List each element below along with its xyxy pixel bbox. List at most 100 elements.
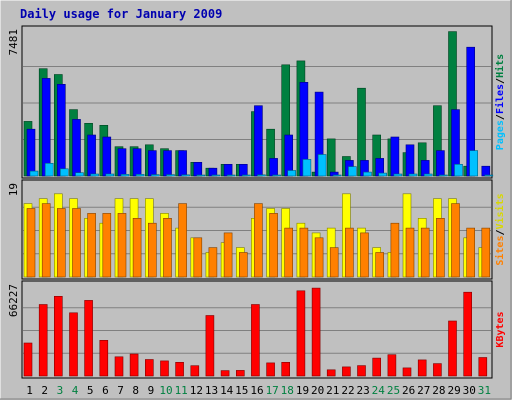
bar-sites-day-20 <box>314 237 324 278</box>
bar-pages-day-4 <box>75 172 84 177</box>
bar-pages-day-28 <box>439 174 448 177</box>
bar-pages-day-27 <box>423 173 433 177</box>
bar-pages-day-1 <box>29 170 39 177</box>
bar-pages-day-13 <box>211 174 221 177</box>
day-label: 16 <box>250 384 263 397</box>
bar-sites-day-2 <box>41 203 51 278</box>
bar-kbytes-day-27 <box>417 359 427 377</box>
bar-kbytes-day-28 <box>433 363 442 377</box>
bar-files-day-27 <box>420 160 430 177</box>
bar-pages-day-12 <box>196 174 206 177</box>
day-label: 2 <box>41 384 48 397</box>
bar-sites-day-13 <box>208 247 218 278</box>
bar-sites-day-11 <box>178 203 187 278</box>
bar-pages-day-29 <box>454 164 463 177</box>
bar-sites-day-24 <box>375 252 385 278</box>
day-label: 19 <box>296 384 309 397</box>
bar-files-day-14 <box>223 164 233 177</box>
bar-sites-day-12 <box>193 237 203 278</box>
bar-sites-day-10 <box>163 218 172 278</box>
bar-files-day-28 <box>436 150 445 177</box>
bar-kbytes-day-24 <box>372 357 382 377</box>
bar-files-day-8 <box>132 148 142 177</box>
bar-kbytes-day-9 <box>145 359 154 377</box>
day-label: 24 <box>372 384 386 397</box>
bar-kbytes-day-30 <box>463 291 473 377</box>
bar-pages-day-7 <box>120 174 130 177</box>
day-label: 27 <box>417 384 430 397</box>
bar-pages-day-31 <box>484 174 494 177</box>
bar-files-day-6 <box>102 136 112 177</box>
day-label: 31 <box>478 384 491 397</box>
bar-sites-day-23 <box>360 232 369 278</box>
day-label: 21 <box>326 384 339 397</box>
bar-kbytes-day-23 <box>357 365 366 377</box>
bar-sites-day-8 <box>132 218 142 278</box>
bar-pages-day-8 <box>135 174 145 177</box>
day-label: 20 <box>311 384 324 397</box>
bar-pages-day-26 <box>408 173 418 177</box>
y-max-label: 66227 <box>7 284 20 317</box>
bar-pages-day-14 <box>226 174 236 177</box>
bar-sites-day-9 <box>148 222 157 278</box>
series-legend: KBytes <box>495 311 506 347</box>
bar-kbytes-day-11 <box>175 361 184 377</box>
day-label: 14 <box>220 384 234 397</box>
bar-sites-day-14 <box>223 232 233 278</box>
day-label: 1 <box>26 384 33 397</box>
bar-hits-day-21 <box>326 138 336 177</box>
bar-sites-day-28 <box>436 218 445 278</box>
bar-pages-day-5 <box>90 173 99 177</box>
day-label: 13 <box>205 384 218 397</box>
bar-pages-day-22 <box>348 166 357 177</box>
bar-sites-day-22 <box>345 227 354 278</box>
bar-sites-day-15 <box>239 252 248 278</box>
day-label: 22 <box>341 384 354 397</box>
bar-kbytes-day-15 <box>236 370 245 377</box>
bar-files-day-17 <box>269 158 278 177</box>
bar-files-day-1 <box>26 128 36 177</box>
bar-kbytes-day-1 <box>23 342 33 377</box>
bar-pages-day-3 <box>59 168 69 177</box>
bar-files-day-16 <box>254 105 263 177</box>
bar-pages-day-21 <box>332 174 342 177</box>
x-axis-day-labels: 1 2 3 4 5 6 7 8 9 10 11 12 13 14 15 16 17 18 19 20 21 22 23 24 2… <box>26 384 491 397</box>
bar-kbytes-day-10 <box>160 360 169 377</box>
bar-kbytes-day-26 <box>402 367 412 377</box>
bar-kbytes-day-22 <box>342 366 351 377</box>
bar-pages-day-17 <box>272 174 281 177</box>
bar-files-day-18 <box>284 134 294 177</box>
bar-kbytes-day-5 <box>84 300 93 377</box>
legend-kbytes: KBytes <box>495 311 506 347</box>
bar-kbytes-day-2 <box>38 304 48 377</box>
bar-kbytes-day-13 <box>205 315 215 377</box>
bar-kbytes-day-12 <box>190 365 200 377</box>
bar-sites-day-31 <box>481 227 491 278</box>
bar-pages-day-20 <box>317 154 327 177</box>
legend-pages: Pages <box>495 120 506 150</box>
day-label: 26 <box>402 384 415 397</box>
bar-kbytes-day-17 <box>266 362 275 377</box>
bar-kbytes-day-29 <box>448 320 457 377</box>
day-label: 8 <box>132 384 139 397</box>
bar-sites-day-17 <box>269 213 278 278</box>
bar-kbytes-day-18 <box>281 361 291 377</box>
day-label: 30 <box>463 384 476 397</box>
day-label: 10 <box>159 384 172 397</box>
legend-hits: Hits <box>494 54 506 78</box>
bar-files-day-2 <box>41 78 51 177</box>
bar-files-day-26 <box>405 144 415 177</box>
bar-pages-day-19 <box>302 159 312 177</box>
bar-files-day-15 <box>239 164 248 177</box>
bar-kbytes-day-4 <box>69 312 78 377</box>
bar-pages-day-2 <box>44 163 54 177</box>
bar-sites-day-21 <box>329 247 339 278</box>
bar-pages-day-24 <box>378 172 388 177</box>
bar-files-day-11 <box>178 150 187 177</box>
bar-kbytes-day-7 <box>114 356 124 377</box>
bar-kbytes-day-8 <box>129 353 139 377</box>
bar-sites-day-19 <box>299 227 309 278</box>
bar-sites-day-18 <box>284 227 294 278</box>
bar-files-day-7 <box>117 148 127 177</box>
